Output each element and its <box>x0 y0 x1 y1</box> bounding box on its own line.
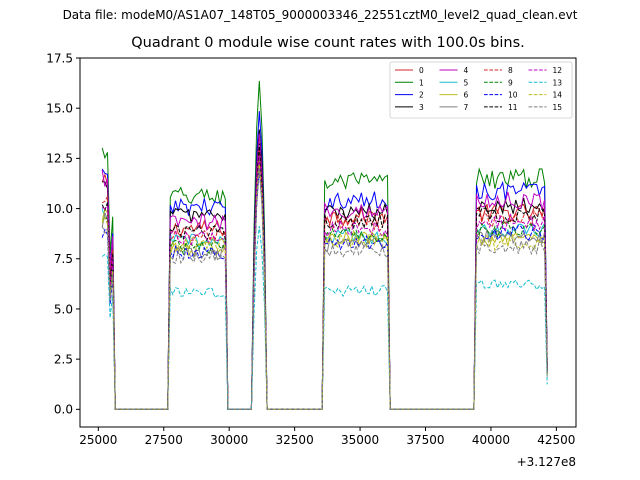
y-tick-label: 0.0 <box>54 403 73 417</box>
plot-frame <box>79 57 577 428</box>
legend-label: 2 <box>419 91 424 100</box>
legend-label: 5 <box>464 78 469 87</box>
legend-label: 6 <box>464 91 469 100</box>
legend-label: 14 <box>553 91 563 100</box>
x-tick-label: 30000 <box>210 433 248 447</box>
legend-label: 8 <box>508 66 513 75</box>
chart-title: Quadrant 0 module wise count rates with … <box>131 35 525 51</box>
legend-label: 15 <box>553 103 563 112</box>
y-tick-label: 17.5 <box>46 51 73 65</box>
series-line-15 <box>101 168 548 410</box>
x-tick-label: 32500 <box>276 433 314 447</box>
series-line-13 <box>101 226 548 410</box>
legend-label: 0 <box>419 66 424 75</box>
chart-suptitle: Data file: modeM0/AS1A07_148T05_90000033… <box>62 8 578 22</box>
y-tick-label: 10.0 <box>46 202 73 216</box>
legend-label: 13 <box>553 78 563 87</box>
legend-label: 4 <box>464 66 469 75</box>
legend-box <box>389 61 573 119</box>
y-tick-label: 5.0 <box>54 302 73 316</box>
legend-label: 3 <box>419 103 424 112</box>
x-tick-label: 27500 <box>145 433 183 447</box>
axes-layer: 25000 27500 30000 32500 35000 37500 40000 42500… <box>46 51 576 469</box>
x-offset-label: +3.127e8 <box>517 455 576 469</box>
legend-label: 7 <box>464 103 469 112</box>
legend-label: 1 <box>419 78 424 87</box>
legend-label: 11 <box>508 103 518 112</box>
legend-label: 10 <box>508 91 518 100</box>
x-tick-label: 35000 <box>341 433 379 447</box>
legend-label: 12 <box>553 66 563 75</box>
series-layer <box>101 80 548 410</box>
y-tick-label: 15.0 <box>46 101 73 115</box>
legend-label: 9 <box>508 78 513 87</box>
x-tick-label: 25000 <box>79 433 117 447</box>
x-tick-label: 40000 <box>472 433 510 447</box>
y-tick-label: 12.5 <box>46 152 73 166</box>
y-tick-label: 7.5 <box>54 252 73 266</box>
x-tick-label: 37500 <box>406 433 444 447</box>
y-tick-label: 2.5 <box>54 352 73 366</box>
x-tick-label: 42500 <box>537 433 575 447</box>
